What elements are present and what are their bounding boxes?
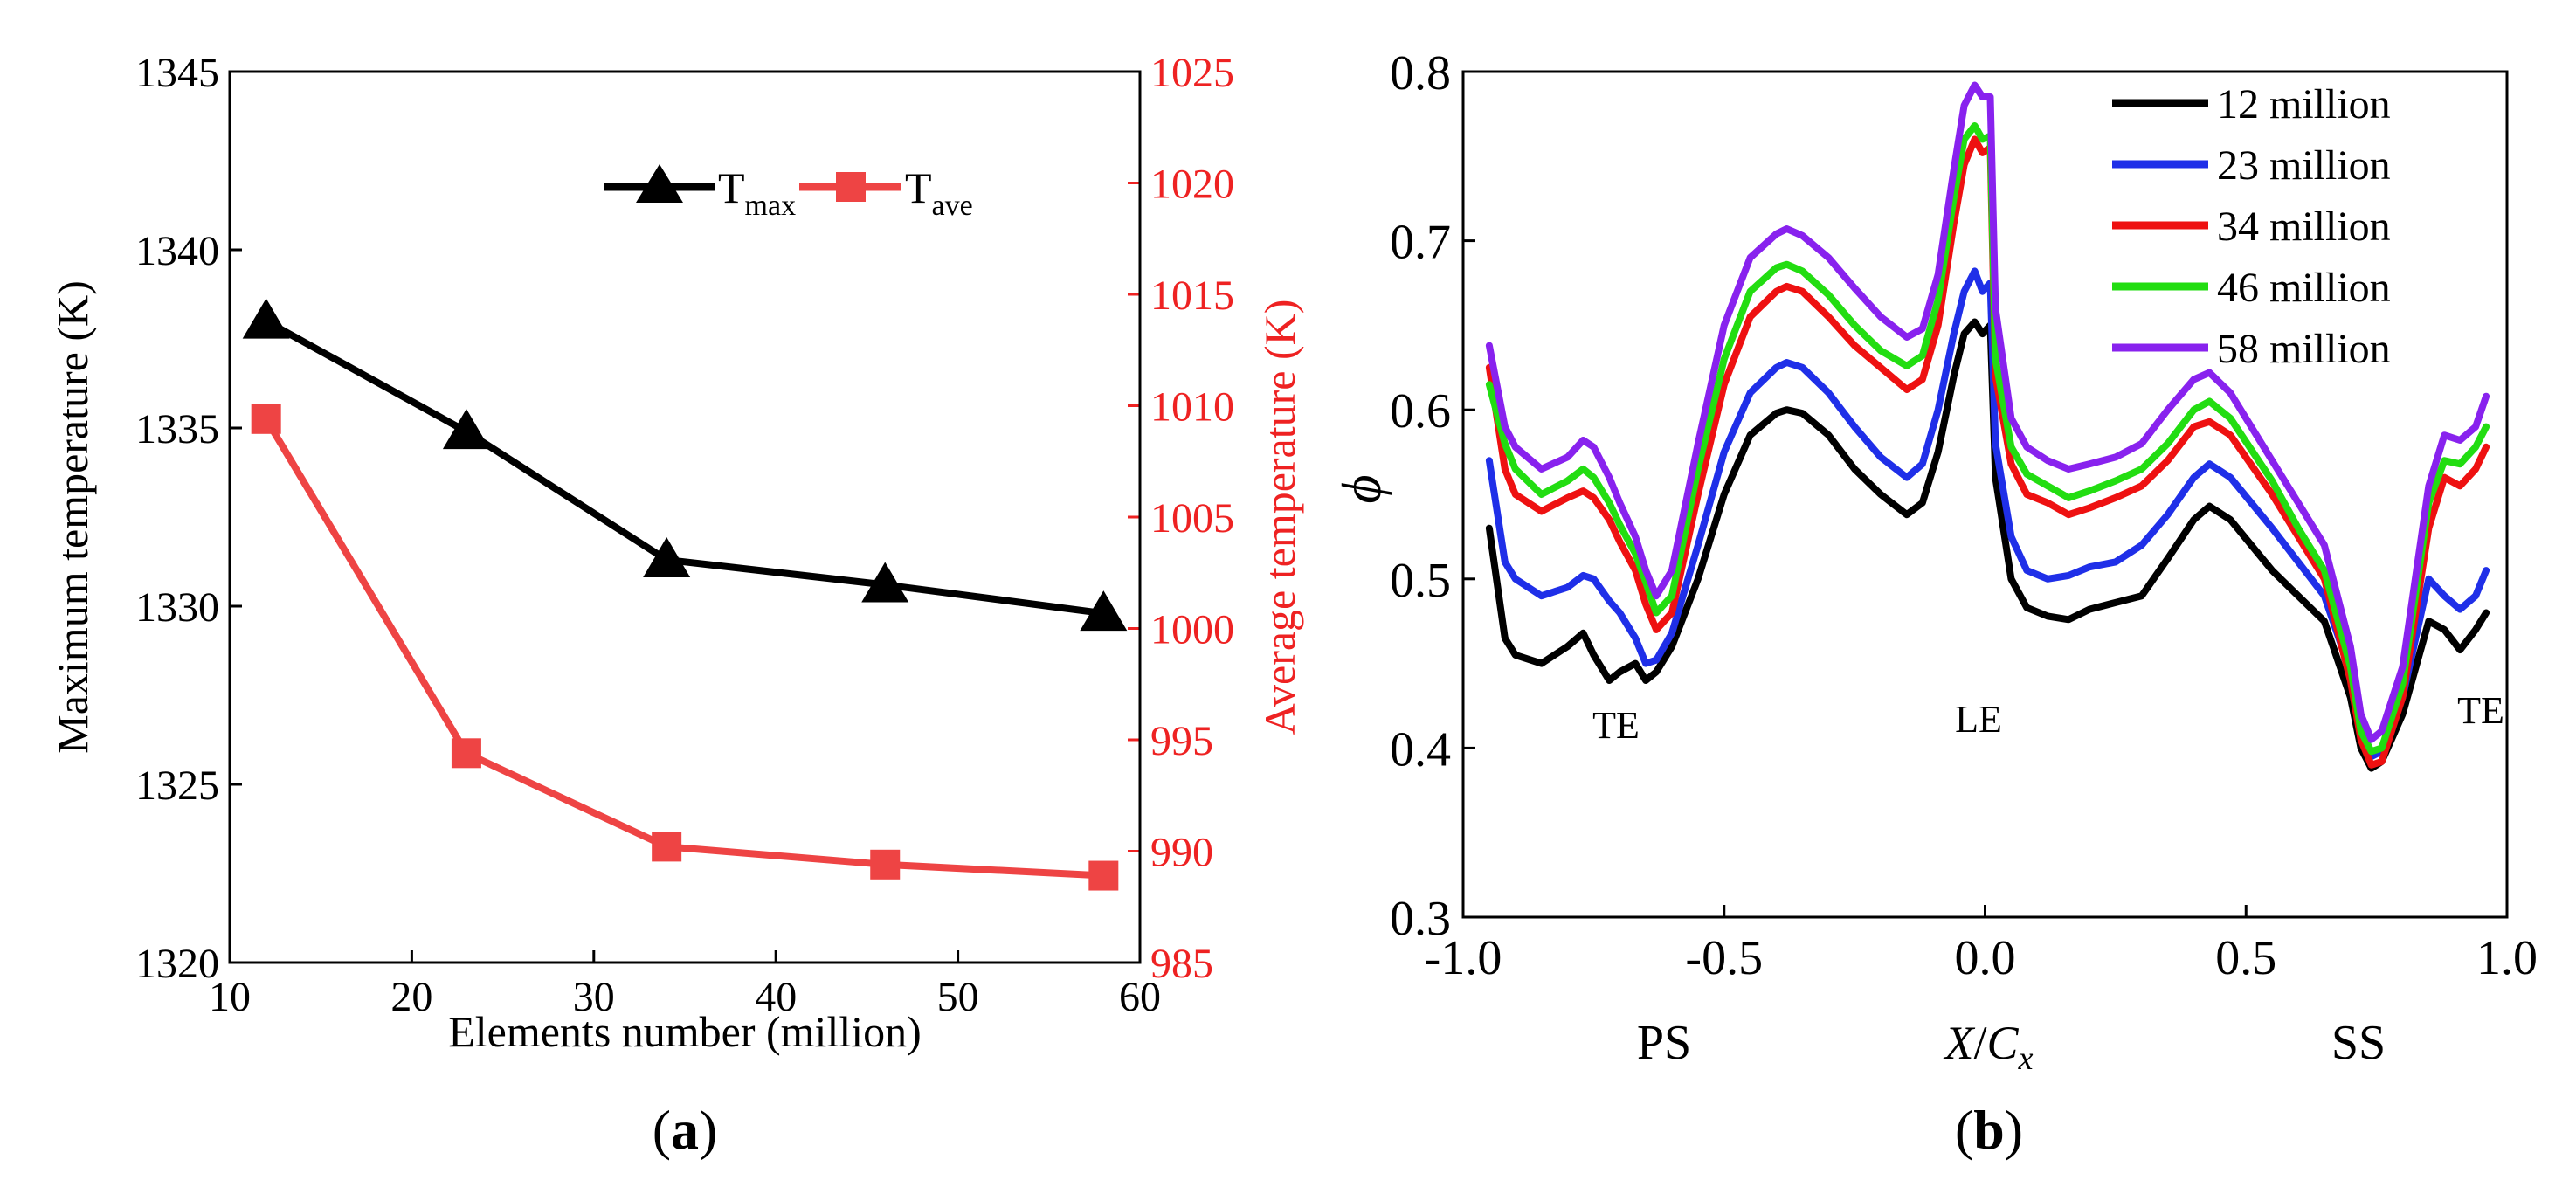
chart-b-region-ps: PS — [1637, 1016, 1691, 1070]
chart-a-point-tave — [251, 404, 281, 434]
chart-a-frame — [228, 70, 1142, 964]
chart-a-point-tave — [870, 849, 901, 880]
chart-a-ytick-label: 1330 — [135, 584, 219, 631]
chart-b-legend-label: 58 million — [2217, 326, 2391, 372]
chart-a-y2label: Average temperature (K) — [1255, 300, 1304, 735]
chart-a-ylabel: Maximum temperature (K) — [48, 280, 97, 753]
legend-tave-label: Tave — [905, 163, 973, 222]
chart-a-xtick-label: 40 — [755, 974, 797, 1020]
chart-a-point-tave — [451, 738, 481, 769]
chart-b-series-lines — [1485, 81, 2490, 772]
chart-a-point-tmax — [861, 562, 909, 603]
chart-a-ytick-label: 1340 — [135, 228, 219, 274]
chart-a-xtick-label: 60 — [1119, 974, 1161, 1020]
chart-a-xtick-label: 10 — [209, 974, 251, 1020]
chart-b-xlabel: X/Cx — [1944, 1017, 2034, 1077]
chart-a-y2tick-label: 1010 — [1150, 384, 1234, 431]
chart-b-line-58-million — [1485, 81, 2490, 743]
chart-a-point-tmax — [643, 536, 691, 577]
chart-b-legend-label: 23 million — [2217, 142, 2391, 189]
chart-a-point-tmax — [242, 298, 290, 339]
chart-a-y2tick-label: 1005 — [1150, 495, 1234, 542]
chart-a-y2tick-label: 990 — [1150, 830, 1213, 876]
chart-a-y2tick-label: 1000 — [1150, 607, 1234, 653]
chart-a-xtick-label: 20 — [390, 974, 432, 1020]
chart-a-y2tick-label: 995 — [1150, 718, 1213, 764]
chart-a-markers — [242, 298, 1128, 891]
legend-tmax-marker — [636, 164, 683, 203]
caption-a: (a) — [653, 1099, 718, 1161]
annotation-te-right: TE — [2457, 689, 2504, 732]
chart-b-ytick-label: 0.8 — [1390, 46, 1451, 100]
chart-a-y2tick-label: 1020 — [1150, 162, 1234, 208]
chart-b-xtick-label: -0.5 — [1685, 931, 1763, 985]
chart-a-xlabel: Elements number (million) — [448, 1007, 922, 1056]
chart-b-xtick-label: 0.0 — [1955, 931, 2016, 985]
chart-a-ytick-label: 1325 — [135, 763, 219, 809]
chart-a-legend: Tmax Tave — [604, 163, 973, 222]
chart-b-legend-label: 12 million — [2217, 81, 2391, 128]
chart-a-point-tmax — [1080, 590, 1128, 632]
annotation-te-left: TE — [1592, 704, 1640, 747]
chart-b-ytick-label: 0.3 — [1390, 892, 1451, 946]
caption-b: (b) — [1955, 1099, 2023, 1161]
chart-b-ylabel: ϕ — [1330, 474, 1392, 503]
chart-a-ytick-label: 1335 — [135, 406, 219, 452]
chart-b-ticks: -1.0 -0.5 0.0 0.5 1.0 0.3 0.4 0.5 0.6 0.7 0.8 — [1390, 46, 2538, 985]
chart-b-xtick-label: -1.0 — [1425, 931, 1502, 985]
chart-a-point-tmax — [442, 409, 490, 450]
chart-a-point-tave — [652, 832, 682, 862]
chart-b: -1.0 -0.5 0.0 0.5 1.0 0.3 0.4 0.5 0.6 0.7 0.8 ϕ PS… — [1330, 46, 2538, 1161]
legend-tave-marker — [836, 172, 866, 202]
chart-b-legend-label: 46 million — [2217, 265, 2391, 311]
chart-b-frame — [1461, 70, 2509, 919]
chart-a-y2tick-label: 1015 — [1150, 273, 1234, 319]
chart-a-xtick-label: 50 — [937, 974, 979, 1020]
chart-b-ytick-label: 0.4 — [1390, 722, 1451, 776]
chart-a-point-tave — [1088, 860, 1119, 891]
chart-a-xtick-label: 30 — [573, 974, 615, 1020]
chart-a: 10 20 30 40 50 601320132513301335134013459859… — [48, 50, 1304, 1161]
chart-b-ytick-label: 0.5 — [1390, 554, 1451, 608]
chart-a-y2tick-label: 1025 — [1150, 50, 1234, 96]
chart-b-ytick-label: 0.6 — [1390, 384, 1451, 438]
chart-b-legend-label: 34 million — [2217, 204, 2391, 250]
legend-tmax-label: Tmax — [718, 163, 796, 222]
chart-a-y2tick-label: 985 — [1150, 941, 1213, 987]
chart-a-ytick-label: 1320 — [135, 941, 219, 987]
chart-b-xtick-label: 1.0 — [2476, 931, 2538, 985]
annotation-le: LE — [1955, 698, 2002, 741]
chart-a-series-lines — [263, 318, 1104, 880]
chart-b-xtick-label: 0.5 — [2215, 931, 2276, 985]
chart-a-line-tave — [263, 417, 1104, 880]
chart-a-ytick-label: 1345 — [135, 50, 219, 96]
chart-b-region-ss: SS — [2331, 1016, 2386, 1070]
chart-b-ytick-label: 0.7 — [1390, 216, 1451, 270]
chart-a-ticks: 10 20 30 40 50 601320132513301335134013459859… — [135, 50, 1234, 1020]
chart-b-legend: 12 million 23 million 34 million 46 million… — [2112, 81, 2391, 372]
